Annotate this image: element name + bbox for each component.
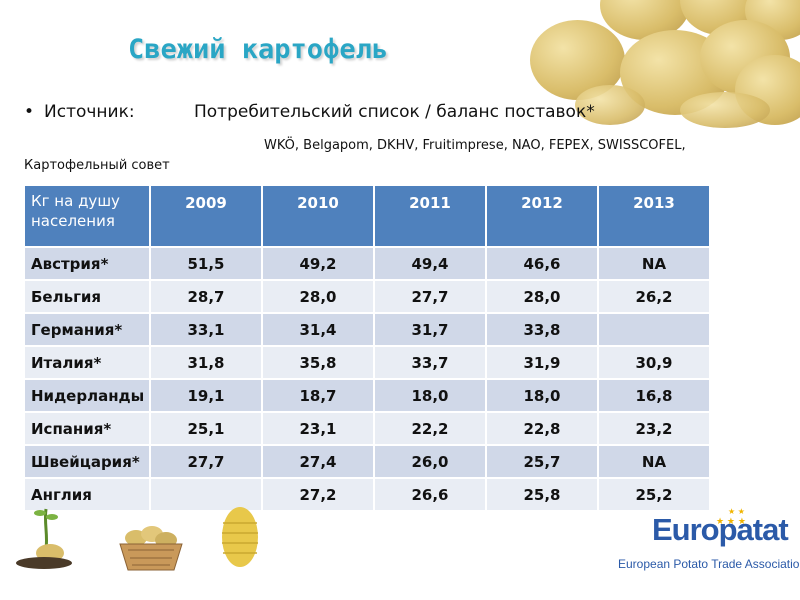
header-cell: 2013: [599, 186, 709, 246]
value-cell: 27,2: [263, 479, 373, 510]
value-cell: 28,0: [487, 281, 597, 312]
stars-icon: ★ ★ ★ ★ ★: [716, 507, 746, 527]
table-row: Нидерланды 19,1 18,7 18,0 18,0 16,8: [25, 380, 709, 411]
value-cell: 26,2: [599, 281, 709, 312]
value-cell: 25,8: [487, 479, 597, 510]
value-cell: 33,8: [487, 314, 597, 345]
value-cell: 31,4: [263, 314, 373, 345]
table-row: Италия* 31,8 35,8 33,7 31,9 30,9: [25, 347, 709, 378]
value-cell: 18,7: [263, 380, 373, 411]
country-cell: Австрия*: [25, 248, 149, 279]
consumption-table: Кг на душу населения 2009 2010 2011 2012…: [23, 184, 711, 512]
svg-text:★ ★ ★: ★ ★ ★: [716, 517, 746, 527]
value-cell: 27,4: [263, 446, 373, 477]
country-cell: Италия*: [25, 347, 149, 378]
country-cell: Германия*: [25, 314, 149, 345]
table-row: Бельгия 28,7 28,0 27,7 28,0 26,2: [25, 281, 709, 312]
header-cell: 2011: [375, 186, 485, 246]
table-row: Австрия* 51,5 49,2 49,4 46,6 NA: [25, 248, 709, 279]
potato-basket-image: [119, 526, 183, 571]
value-cell: 31,7: [375, 314, 485, 345]
country-cell: Швейцария*: [25, 446, 149, 477]
value-cell: 33,7: [375, 347, 485, 378]
header-cell: Кг на душу населения: [25, 186, 149, 246]
value-cell: 23,1: [263, 413, 373, 444]
page-title: Свежий картофель: [128, 34, 389, 65]
potato-sprout-image: [16, 508, 72, 569]
value-cell: 23,2: [599, 413, 709, 444]
country-cell: Англия: [25, 479, 149, 510]
value-cell: 18,0: [375, 380, 485, 411]
value-cell: 28,0: [263, 281, 373, 312]
country-cell: Бельгия: [25, 281, 149, 312]
value-cell: 16,8: [599, 380, 709, 411]
value-cell: 31,8: [151, 347, 261, 378]
table-header-row: Кг на душу населения 2009 2010 2011 2012…: [25, 186, 709, 246]
value-cell: 18,0: [487, 380, 597, 411]
value-cell: 49,2: [263, 248, 373, 279]
header-cell: 2009: [151, 186, 261, 246]
bullet-icon: •: [24, 102, 35, 122]
source-line: • Источник: Потребительский список / балан…: [24, 102, 595, 122]
value-cell: 25,2: [599, 479, 709, 510]
value-cell: 22,2: [375, 413, 485, 444]
value-cell: 26,0: [375, 446, 485, 477]
value-cell: 51,5: [151, 248, 261, 279]
value-cell: 49,4: [375, 248, 485, 279]
value-cell: NA: [599, 248, 709, 279]
value-cell: 25,7: [487, 446, 597, 477]
value-cell: 27,7: [151, 446, 261, 477]
value-cell: 22,8: [487, 413, 597, 444]
table-row: Испания* 25,1 23,1 22,2 22,8 23,2: [25, 413, 709, 444]
value-cell: 31,9: [487, 347, 597, 378]
value-cell: 35,8: [263, 347, 373, 378]
sliced-potato-image: [222, 507, 258, 567]
europatat-logo: ★ ★ ★ ★ ★ Europatat: [652, 507, 789, 548]
source-organizations: WKÖ, Belgapom, DKHV, Fruitimprese, NAO, …: [264, 138, 686, 153]
value-cell: 30,9: [599, 347, 709, 378]
value-cell: 46,6: [487, 248, 597, 279]
table-row: Швейцария* 27,7 27,4 26,0 25,7 NA: [25, 446, 709, 477]
country-cell: Нидерланды: [25, 380, 149, 411]
svg-text:★ ★: ★ ★: [728, 507, 745, 516]
header-cell: 2010: [263, 186, 373, 246]
country-cell: Испания*: [25, 413, 149, 444]
source-label: Источник:: [44, 102, 135, 122]
logo-tagline: European Potato Trade Association: [618, 557, 800, 571]
value-cell: [599, 314, 709, 345]
header-cell: 2012: [487, 186, 597, 246]
value-cell: [151, 479, 261, 510]
table-row: Англия 27,2 26,6 25,8 25,2: [25, 479, 709, 510]
value-cell: 28,7: [151, 281, 261, 312]
value-cell: NA: [599, 446, 709, 477]
source-council: Картофельный совет: [24, 158, 170, 173]
value-cell: 19,1: [151, 380, 261, 411]
logo-name: Europatat: [652, 512, 789, 547]
value-cell: 25,1: [151, 413, 261, 444]
table-row: Германия* 33,1 31,4 31,7 33,8: [25, 314, 709, 345]
value-cell: 27,7: [375, 281, 485, 312]
source-text: Потребительский список / баланс поставок…: [194, 102, 595, 122]
value-cell: 26,6: [375, 479, 485, 510]
value-cell: 33,1: [151, 314, 261, 345]
